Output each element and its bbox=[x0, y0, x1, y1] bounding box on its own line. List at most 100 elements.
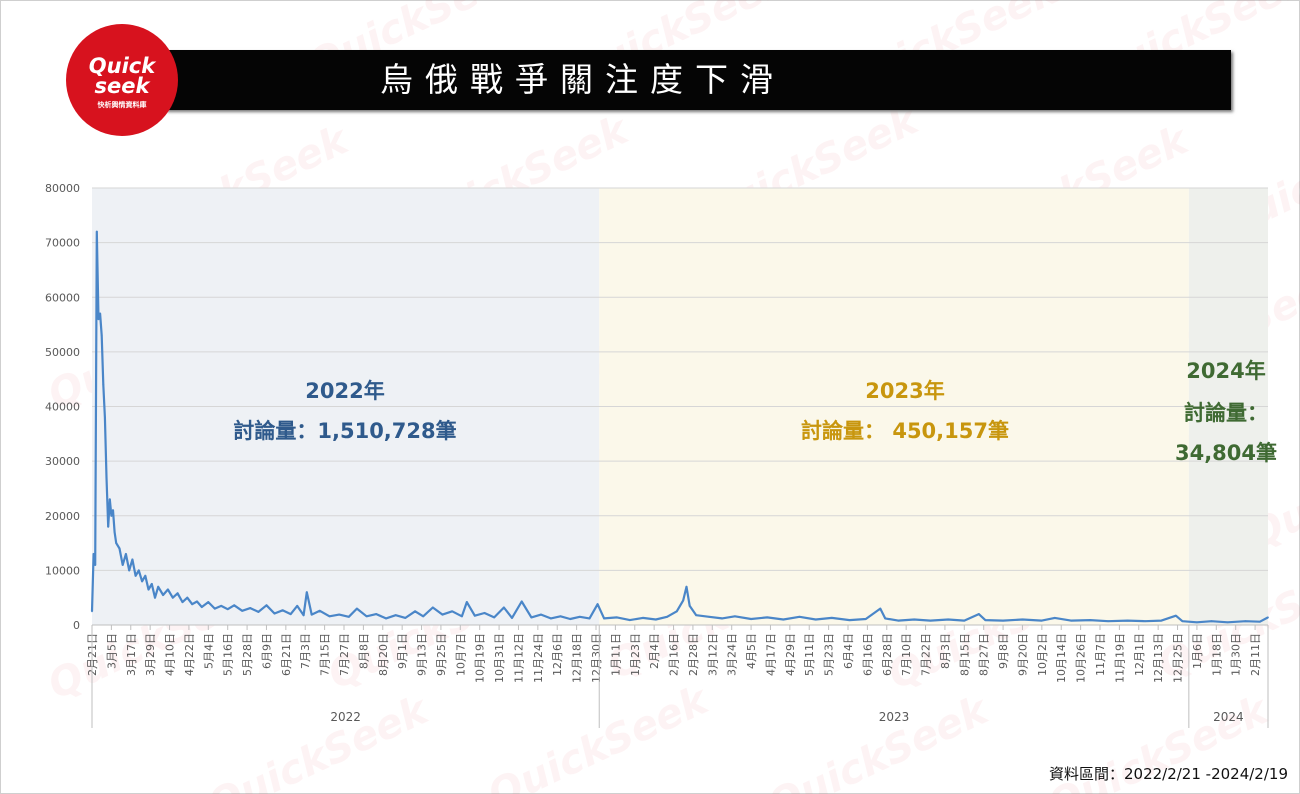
year-label-2024: 2024 bbox=[1213, 710, 1244, 724]
data-point bbox=[162, 594, 164, 596]
x-tick-label: 11月7日 bbox=[1094, 633, 1107, 676]
data-point bbox=[121, 564, 124, 566]
x-tick-label: 1月30日 bbox=[1230, 633, 1243, 676]
x-tick-label: 12月13日 bbox=[1152, 633, 1165, 683]
data-point bbox=[578, 615, 581, 618]
x-tick-label: 2月28日 bbox=[687, 633, 700, 676]
x-tick-label: 8月3日 bbox=[939, 633, 952, 669]
data-point bbox=[414, 610, 416, 613]
x-tick-label: 3月29日 bbox=[144, 633, 157, 676]
y-tick-label: 20000 bbox=[45, 510, 80, 523]
x-tick-label: 4月10日 bbox=[164, 633, 177, 676]
x-tick-label: 1月6日 bbox=[1191, 633, 1204, 669]
data-point bbox=[666, 615, 668, 618]
y-tick-label: 40000 bbox=[45, 401, 80, 414]
data-point bbox=[603, 617, 605, 620]
data-point bbox=[394, 614, 397, 617]
data-point bbox=[110, 514, 113, 517]
data-point bbox=[97, 318, 100, 320]
data-point bbox=[675, 610, 678, 613]
data-point bbox=[186, 596, 189, 599]
x-tick-label: 5月11日 bbox=[803, 633, 816, 676]
data-point bbox=[289, 613, 292, 615]
data-point bbox=[913, 618, 916, 621]
x-tick-label: 9月25日 bbox=[435, 633, 448, 676]
data-point bbox=[257, 610, 260, 613]
x-tick-label: 8月15日 bbox=[958, 633, 971, 676]
x-tick-label: 10月7日 bbox=[454, 633, 467, 676]
data-point bbox=[422, 615, 425, 618]
data-point bbox=[830, 616, 833, 619]
data-point bbox=[176, 592, 179, 595]
x-tick-label: 3月24日 bbox=[726, 633, 739, 676]
data-point bbox=[196, 600, 198, 603]
data-point bbox=[540, 613, 542, 616]
x-tick-label: 1月11日 bbox=[609, 633, 622, 676]
data-point bbox=[848, 619, 851, 621]
data-point bbox=[150, 583, 153, 585]
y-tick-label: 50000 bbox=[45, 346, 80, 359]
data-point bbox=[503, 606, 505, 609]
y-tick-label: 60000 bbox=[45, 291, 80, 304]
data-point bbox=[596, 603, 599, 606]
year-label-2023: 2023 bbox=[879, 710, 910, 724]
x-tick-label: 7月3日 bbox=[299, 633, 312, 669]
x-tick-label: 2月4日 bbox=[648, 633, 661, 669]
year-label-2022: 2022 bbox=[330, 710, 361, 724]
logo-wordmark: Quick seek bbox=[66, 56, 178, 97]
x-tick-label: 5月28日 bbox=[241, 633, 254, 676]
data-point bbox=[929, 619, 932, 622]
x-tick-label: 1月23日 bbox=[629, 633, 642, 676]
x-tick-label: 11月24日 bbox=[532, 633, 545, 683]
x-tick-label: 7月15日 bbox=[319, 633, 332, 676]
x-tick-label: 8月8日 bbox=[357, 633, 370, 669]
data-point bbox=[1040, 619, 1043, 622]
data-point bbox=[112, 509, 114, 512]
data-point bbox=[588, 617, 591, 620]
period-label-2024: 2024年 bbox=[1186, 359, 1265, 383]
data-point bbox=[141, 580, 143, 583]
data-point bbox=[977, 613, 980, 615]
data-point bbox=[708, 615, 710, 618]
data-point bbox=[115, 542, 118, 544]
data-point bbox=[1175, 614, 1177, 617]
data-point bbox=[128, 569, 131, 572]
x-axis: 2月21日3月5日3月17日3月29日4月10日4月22日5月4日5月16日5月… bbox=[86, 624, 1269, 728]
data-point bbox=[220, 604, 223, 607]
data-point bbox=[682, 599, 685, 602]
data-point bbox=[273, 612, 276, 615]
data-point bbox=[131, 558, 134, 561]
data-point bbox=[616, 616, 618, 619]
x-tick-label: 7月22日 bbox=[920, 633, 933, 676]
x-tick-label: 7月27日 bbox=[338, 633, 351, 676]
data-point bbox=[137, 569, 140, 572]
y-tick-label: 0 bbox=[73, 619, 80, 632]
data-point bbox=[511, 616, 513, 619]
data-point bbox=[1089, 619, 1092, 621]
data-point bbox=[493, 616, 496, 619]
data-point bbox=[549, 617, 552, 620]
logo-tagline: 快析輿情資料庫 bbox=[97, 101, 147, 109]
data-point bbox=[385, 617, 387, 620]
data-point bbox=[766, 616, 769, 619]
x-tick-label: 4月22日 bbox=[183, 633, 196, 676]
data-point bbox=[798, 615, 801, 618]
data-point bbox=[113, 531, 116, 534]
period-volume-value-2024: 34,804筆 bbox=[1175, 441, 1277, 465]
x-tick-label: 4月29日 bbox=[784, 633, 797, 676]
data-point bbox=[441, 613, 444, 616]
data-point bbox=[1259, 620, 1261, 623]
data-point bbox=[1002, 619, 1004, 622]
x-tick-label: 9月8日 bbox=[997, 633, 1010, 669]
data-point bbox=[356, 607, 358, 610]
data-point bbox=[375, 613, 378, 615]
data-point bbox=[328, 615, 331, 618]
y-tick-label: 80000 bbox=[45, 182, 80, 195]
x-tick-label: 11月19日 bbox=[1113, 633, 1126, 683]
data-point bbox=[520, 600, 523, 603]
data-point bbox=[897, 619, 899, 622]
x-tick-label: 7月10日 bbox=[900, 633, 913, 676]
data-point bbox=[654, 618, 657, 621]
data-point bbox=[641, 616, 644, 619]
